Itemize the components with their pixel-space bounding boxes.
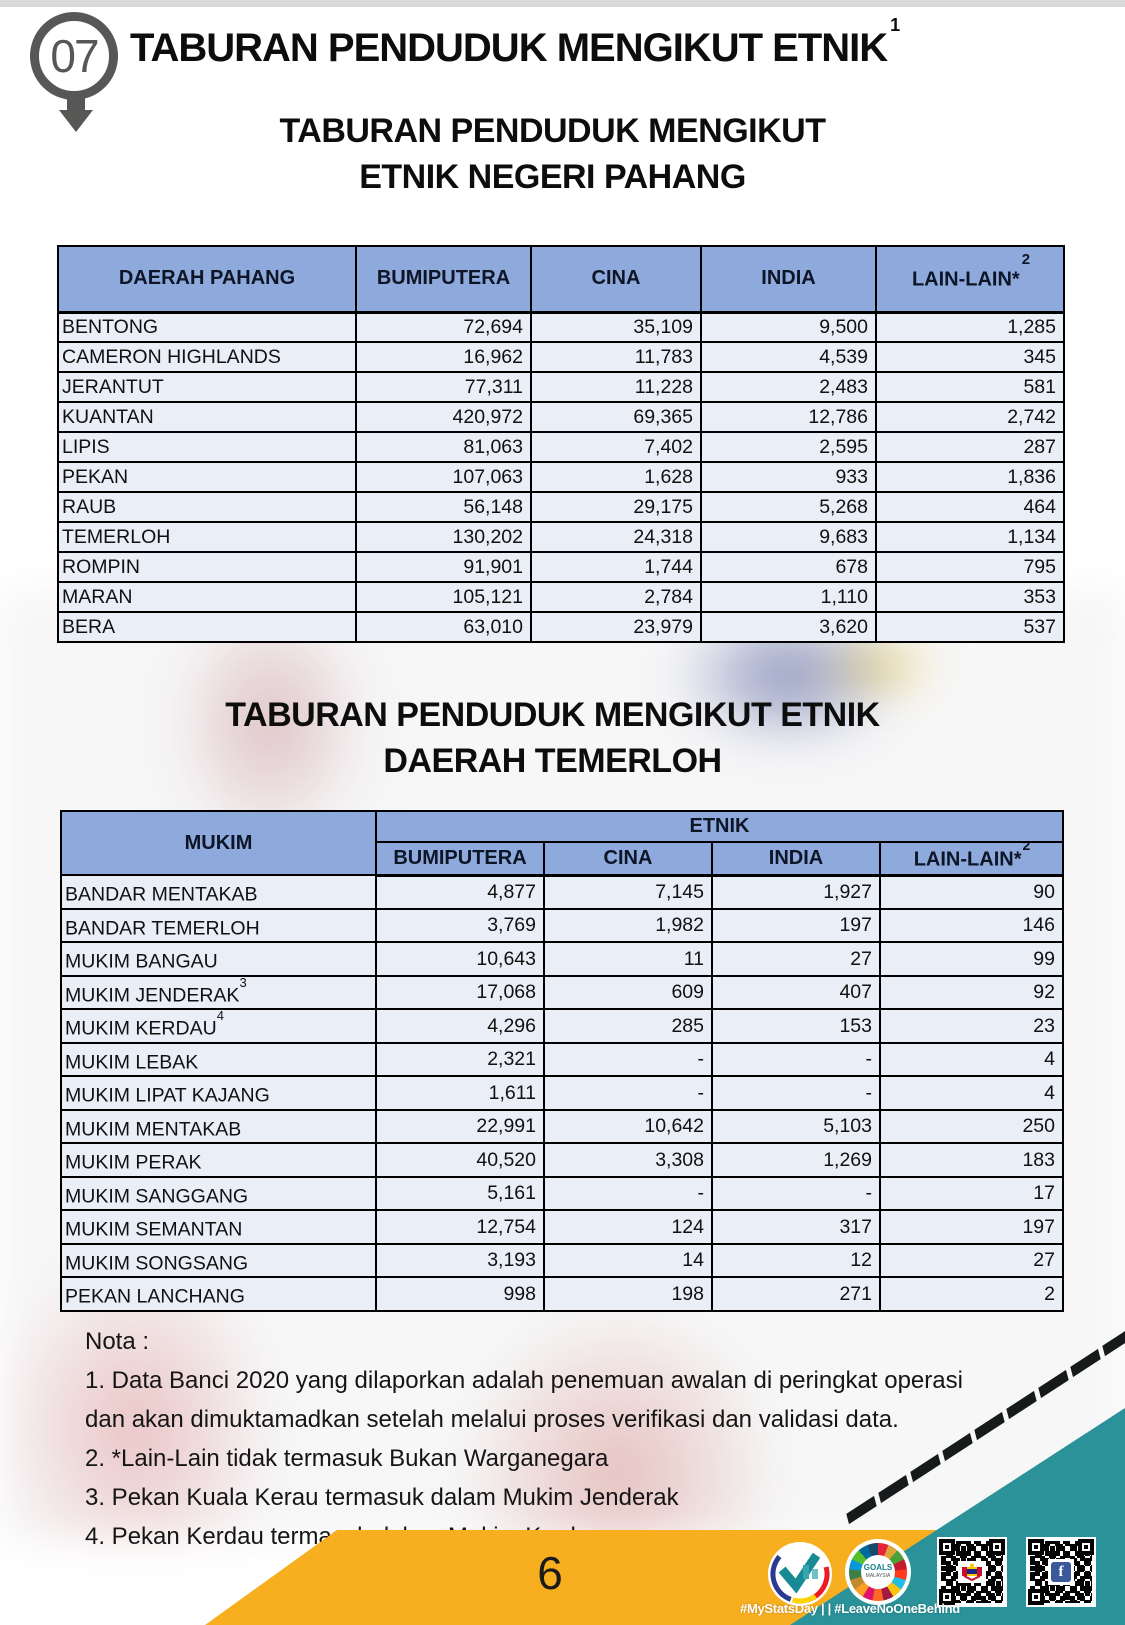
daerah-cell: BENTONG bbox=[57, 311, 357, 343]
daerah-cell: ROMPIN bbox=[57, 551, 357, 583]
header-row: DAERAH PAHANG BUMIPUTERA CINA INDIA LAIN… bbox=[57, 245, 1065, 314]
col-cina: CINA bbox=[543, 841, 713, 877]
daerah-cell: BERA bbox=[57, 611, 357, 643]
table-row: PEKAN 107,063 1,628 933 1,836 bbox=[57, 461, 1065, 493]
col-lain-lain: LAIN-LAIN*2 bbox=[875, 245, 1065, 314]
qr-code-facebook: f bbox=[1026, 1537, 1096, 1607]
daerah-cell: TEMERLOH bbox=[57, 521, 357, 553]
daerah-cell: MARAN bbox=[57, 581, 357, 613]
table-row: RAUB 56,148 29,175 5,268 464 bbox=[57, 491, 1065, 523]
dash-mark bbox=[1006, 1390, 1037, 1420]
section-title-temerloh: TABURAN PENDUDUK MENGIKUT ETNIK DAERAH T… bbox=[225, 696, 880, 780]
mukim-cell: MUKIM SONGSANG bbox=[60, 1242, 377, 1278]
sdg-goals-icon: GOALS MALAYSIA bbox=[845, 1539, 911, 1605]
table-row: TEMERLOH 130,202 24,318 9,683 1,134 bbox=[57, 521, 1065, 553]
table-row: BENTONG 72,694 35,109 9,500 1,285 bbox=[57, 311, 1065, 343]
table-row: BANDAR TEMERLOH 3,769 1,982 197 146 bbox=[60, 907, 1064, 943]
table-row: MUKIM JENDERAK3 17,068 609 407 92 bbox=[60, 974, 1064, 1010]
section-title-pahang: TABURAN PENDUDUK MENGIKUT ETNIK NEGERI P… bbox=[279, 112, 826, 196]
mukim-cell: MUKIM KERDAU4 bbox=[60, 1008, 377, 1044]
mukim-cell: MUKIM SEMANTAN bbox=[60, 1209, 377, 1245]
pahang-ethnic-table: DAERAH PAHANG BUMIPUTERA CINA INDIA LAIN… bbox=[57, 245, 1065, 643]
table-row: MUKIM SONGSANG 3,193 14 12 27 bbox=[60, 1242, 1064, 1278]
table-row: PEKAN LANCHANG 998 198 271 2 bbox=[60, 1276, 1064, 1312]
table-row: MUKIM LEBAK 2,321- -4 bbox=[60, 1041, 1064, 1077]
top-strip bbox=[0, 0, 1125, 7]
daerah-cell: JERANTUT bbox=[57, 371, 357, 403]
table-row: BANDAR MENTAKAB 4,877 7,145 1,927 90 bbox=[60, 874, 1064, 910]
col-lain-lain: LAIN-LAIN*2 bbox=[879, 841, 1064, 877]
table-row: MUKIM SANGGANG 5,161- -17 bbox=[60, 1175, 1064, 1211]
page-number: 6 bbox=[537, 1547, 563, 1599]
daerah-cell: LIPIS bbox=[57, 431, 357, 463]
col-bumiputera: BUMIPUTERA bbox=[375, 841, 545, 877]
notes-heading: Nota : bbox=[85, 1328, 150, 1355]
mukim-cell: PEKAN LANCHANG bbox=[60, 1276, 377, 1312]
col-mukim: MUKIM bbox=[60, 810, 377, 876]
daerah-cell: CAMERON HIGHLANDS bbox=[57, 341, 357, 373]
daerah-cell: KUANTAN bbox=[57, 401, 357, 433]
qr-code-dosm bbox=[937, 1537, 1007, 1607]
header-row-sub: BUMIPUTERA CINA INDIA LAIN-LAIN*2 bbox=[61, 841, 1064, 877]
footnote-ref-1: 1 bbox=[890, 14, 900, 35]
mukim-cell: MUKIM LIPAT KAJANG bbox=[60, 1075, 377, 1111]
table-row: ROMPIN 91,901 1,744 678 795 bbox=[57, 551, 1065, 583]
note-item: 3. Pekan Kuala Kerau termasuk dalam Muki… bbox=[85, 1484, 679, 1511]
table-row: KUANTAN 420,972 69,365 12,786 2,742 bbox=[57, 401, 1065, 433]
page-marker: 07 bbox=[30, 12, 118, 100]
col-india: INDIA bbox=[700, 245, 877, 314]
mukim-cell: BANDAR TEMERLOH bbox=[60, 907, 377, 943]
census-2020-icon bbox=[767, 1541, 833, 1607]
table-row: BERA 63,010 23,979 3,620 537 bbox=[57, 611, 1065, 643]
table-row: JERANTUT 77,311 11,228 2,483 581 bbox=[57, 371, 1065, 403]
mukim-cell: MUKIM SANGGANG bbox=[60, 1175, 377, 1211]
temerloh-ethnic-table: MUKIM ETNIK BUMIPUTERA CINA INDIA LAIN-L… bbox=[60, 810, 1064, 1312]
table-row: MARAN 105,121 2,784 1,110 353 bbox=[57, 581, 1065, 613]
footnote-ref-2: 2 bbox=[1021, 251, 1031, 269]
col-cina: CINA bbox=[530, 245, 702, 314]
table-row: MUKIM LIPAT KAJANG 1,611- -4 bbox=[60, 1075, 1064, 1111]
hashtag-text: #MyStatsDay | | #LeaveNoOneBehind bbox=[740, 1601, 960, 1616]
dash-mark bbox=[1038, 1369, 1069, 1399]
col-daerah: DAERAH PAHANG bbox=[57, 245, 357, 314]
table-row: MUKIM PERAK 40,520 3,308 1,269 183 bbox=[60, 1142, 1064, 1178]
table-row: MUKIM SEMANTAN 12,754 124 317 197 bbox=[60, 1209, 1064, 1245]
notes: Nota : 1. Data Banci 2020 yang dilaporka… bbox=[85, 1322, 997, 1556]
dash-mark bbox=[1070, 1348, 1101, 1378]
location-pin-icon: 07 bbox=[30, 12, 122, 132]
mukim-cell: MUKIM BANGAU bbox=[60, 941, 377, 977]
facebook-icon: f bbox=[1048, 1559, 1074, 1585]
mukim-cell: MUKIM MENTAKAB bbox=[60, 1108, 377, 1144]
daerah-cell: PEKAN bbox=[57, 461, 357, 493]
table-row: LIPIS 81,063 7,402 2,595 287 bbox=[57, 431, 1065, 463]
table-row: MUKIM MENTAKAB 22,991 10,642 5,103 250 bbox=[60, 1108, 1064, 1144]
footnote-ref-2: 2 bbox=[1022, 842, 1031, 853]
note-item: 1. Data Banci 2020 yang dilaporkan adala… bbox=[85, 1367, 963, 1433]
table-row: MUKIM BANGAU 10,643 11 27 99 bbox=[60, 941, 1064, 977]
arrow-down-icon bbox=[59, 110, 93, 132]
note-item: 2. *Lain-Lain tidak termasuk Bukan Warga… bbox=[85, 1445, 609, 1472]
mukim-cell: MUKIM LEBAK bbox=[60, 1041, 377, 1077]
mukim-cell: BANDAR MENTAKAB bbox=[60, 874, 377, 910]
mukim-cell: MUKIM JENDERAK3 bbox=[60, 974, 377, 1010]
mukim-cell: MUKIM PERAK bbox=[60, 1142, 377, 1178]
page-title: TABURAN PENDUDUK MENGIKUT ETNIK1 bbox=[130, 14, 900, 70]
table-row: MUKIM KERDAU4 4,296 285 153 23 bbox=[60, 1008, 1064, 1044]
header-row-etnik: MUKIM ETNIK bbox=[60, 810, 1064, 876]
malaysia-coat-of-arms-icon bbox=[958, 1561, 986, 1583]
dash-mark bbox=[1102, 1327, 1125, 1357]
daerah-cell: RAUB bbox=[57, 491, 357, 523]
col-etnik-group: ETNIK bbox=[375, 810, 1064, 843]
col-bumiputera: BUMIPUTERA bbox=[355, 245, 532, 314]
table-row: CAMERON HIGHLANDS 16,962 11,783 4,539 345 bbox=[57, 341, 1065, 373]
col-india: INDIA bbox=[711, 841, 881, 877]
